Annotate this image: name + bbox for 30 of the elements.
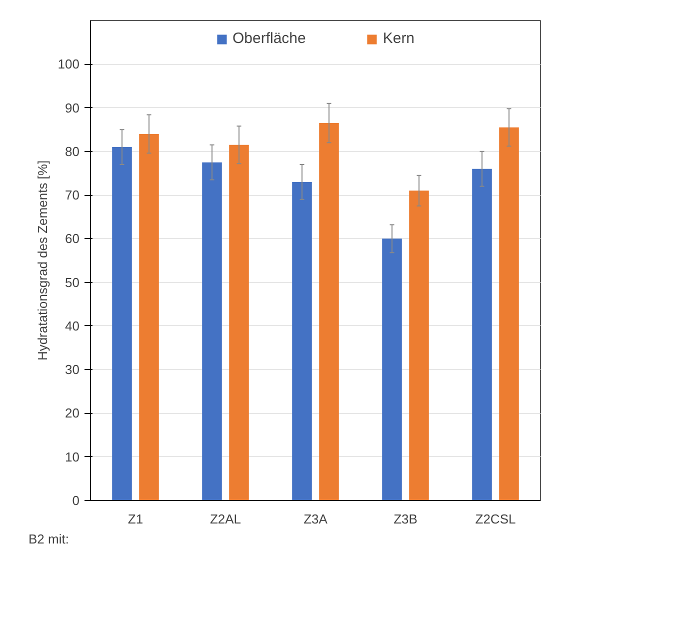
bar	[499, 127, 519, 500]
y-tick-label: 50	[65, 274, 80, 290]
y-tick-label: 0	[72, 493, 80, 508]
x-tick-label: Z1	[128, 512, 144, 526]
legend-label: Kern	[382, 30, 415, 47]
bar	[292, 182, 312, 500]
y-tick-label: 80	[65, 144, 80, 159]
legend-label: Oberfläche	[232, 30, 306, 47]
x-tick-label: Z2CSL	[475, 512, 516, 526]
x-tick-label: Z3A	[304, 512, 328, 526]
y-tick-label: 10	[65, 449, 80, 464]
bar	[472, 168, 492, 500]
bar	[112, 147, 132, 500]
y-tick-label: 20	[65, 406, 80, 421]
y-axis-title: Hydratationsgrad des Zements [%]	[34, 160, 50, 361]
y-tick-label: 70	[65, 188, 80, 203]
y-tick-label: 100	[58, 56, 80, 72]
x-tick-label: Z3B	[394, 512, 418, 526]
y-tick-label: 40	[65, 318, 80, 334]
bar	[139, 134, 159, 500]
y-tick-label: 90	[65, 100, 80, 116]
y-tick-label: 60	[65, 231, 80, 246]
bar	[229, 144, 249, 500]
bar	[382, 238, 402, 500]
x-tick-label: Z2AL	[210, 512, 242, 526]
x-axis-title: B2 mit:	[28, 532, 69, 546]
bar	[319, 123, 339, 500]
bar	[409, 190, 429, 500]
bar	[202, 162, 222, 500]
y-tick-label: 30	[65, 362, 80, 378]
